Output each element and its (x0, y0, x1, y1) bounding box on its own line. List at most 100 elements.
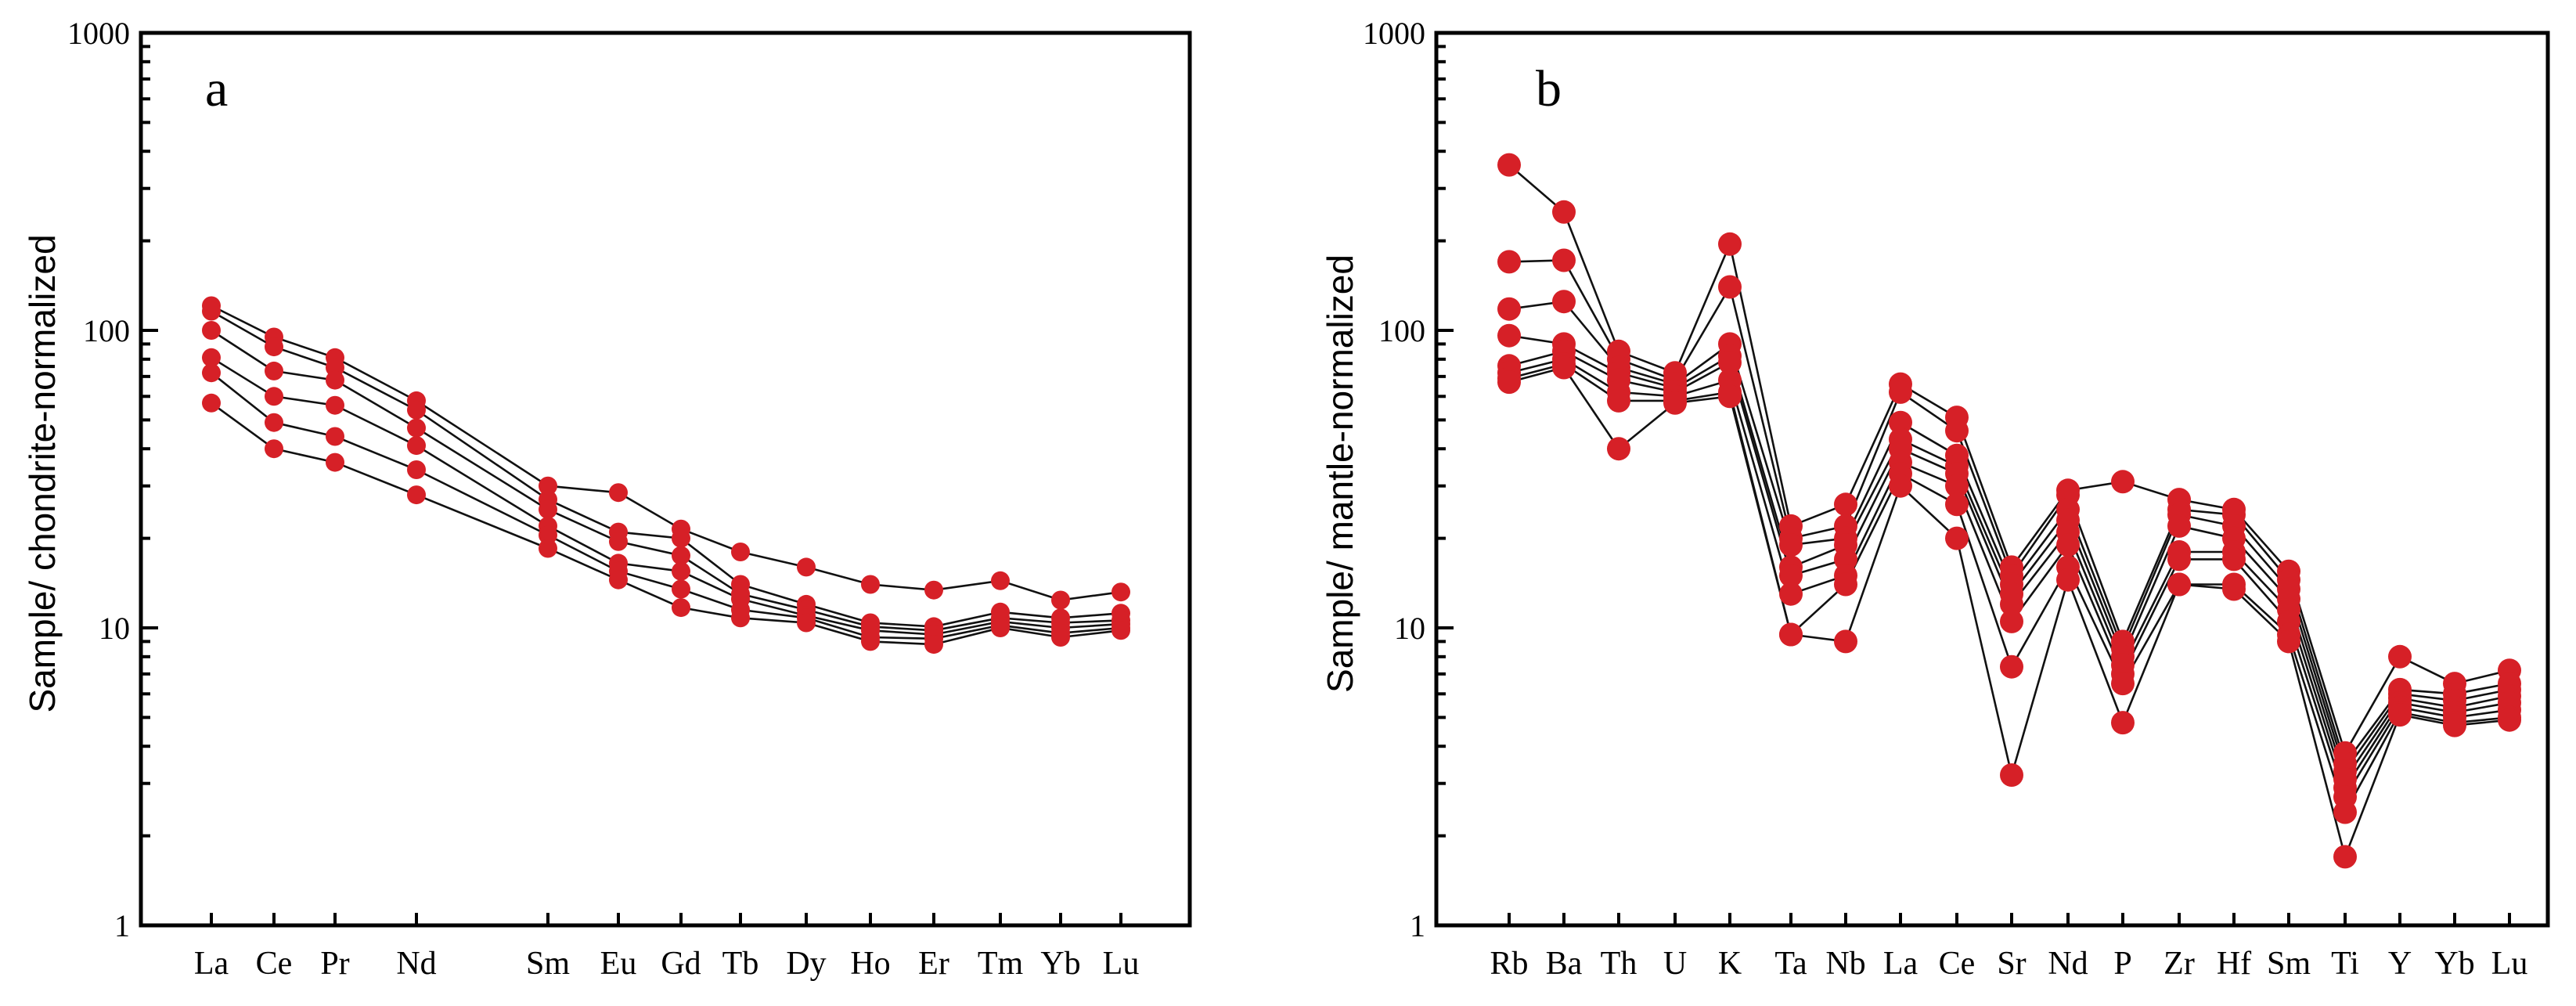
data-point (407, 460, 426, 479)
data-point (2222, 547, 2246, 572)
data-point (407, 400, 426, 420)
data-point (1552, 248, 1576, 272)
data-point (1497, 250, 1521, 274)
data-point (326, 370, 344, 390)
x-category-label: Sm (2267, 946, 2311, 982)
x-category-label: La (1883, 946, 1918, 982)
data-point (1834, 629, 1857, 654)
data-point (407, 418, 426, 438)
x-category-label: Tm (978, 946, 1024, 982)
data-point (797, 557, 816, 577)
data-point (2056, 533, 2080, 557)
data-point (407, 485, 426, 505)
x-category-label: Pr (320, 946, 349, 982)
data-point (326, 395, 344, 415)
data-point (1497, 297, 1521, 321)
y-tick-label: 10 (1394, 611, 1425, 646)
x-category-label: Th (1601, 946, 1637, 982)
data-point (1552, 355, 1576, 380)
x-category-label: Lu (1103, 946, 1140, 982)
data-point (672, 546, 690, 565)
panel-b-ylabel: Sample/ mantle-normalized (1320, 254, 1360, 693)
data-point (1718, 232, 1742, 256)
data-point (672, 598, 690, 618)
x-category-label: Lu (2491, 946, 2528, 982)
data-point (2000, 592, 2023, 616)
x-category-label: Ti (2331, 946, 2359, 982)
y-tick-label: 1 (1410, 908, 1425, 943)
panel-b-data-points (1497, 153, 2521, 869)
x-category-label: Yb (2434, 946, 2474, 982)
panel-a-series-lines (211, 305, 1122, 646)
series-line (211, 310, 1122, 628)
data-point (2167, 572, 2191, 597)
y-tick-label: 1000 (1363, 16, 1425, 51)
data-point (1779, 564, 1803, 588)
data-point (2388, 703, 2412, 727)
x-category-label: Sr (1997, 946, 2026, 982)
data-point (1552, 200, 1576, 224)
data-point (326, 427, 344, 446)
data-point (2498, 708, 2521, 732)
data-point (539, 499, 557, 519)
panel-b-y-ticks: 1 10 100 1000 (1363, 16, 1454, 943)
data-point (2000, 609, 2023, 633)
data-point (202, 363, 221, 383)
data-point (924, 635, 943, 654)
x-category-label: K (1718, 946, 1742, 982)
data-point (1945, 526, 1969, 550)
data-point (1889, 410, 1912, 434)
x-category-label: Er (918, 946, 949, 982)
x-category-label: Nd (396, 946, 436, 982)
x-category-label: Nd (2048, 946, 2088, 982)
x-category-label: P (2113, 946, 2131, 982)
data-point (672, 528, 690, 548)
data-point (1834, 572, 1857, 597)
data-point (539, 476, 557, 496)
data-point (731, 608, 750, 628)
data-point (672, 561, 690, 581)
y-tick-label: 1 (114, 908, 130, 943)
data-point (2167, 547, 2191, 572)
data-point (1051, 590, 1070, 610)
y-tick-label: 1000 (67, 16, 130, 51)
data-point (1497, 370, 1521, 395)
panel-b-series-lines (1508, 164, 2510, 860)
data-point (1607, 437, 1630, 461)
x-category-label: Nb (1825, 946, 1865, 982)
data-point (202, 301, 221, 321)
data-point (861, 575, 880, 594)
data-point (1663, 391, 1687, 415)
data-point (202, 348, 221, 367)
data-point (2167, 514, 2191, 538)
data-point (1051, 628, 1070, 647)
data-point (609, 532, 628, 551)
data-point (1111, 621, 1130, 640)
data-point (609, 483, 628, 503)
data-point (1607, 388, 1630, 413)
data-point (407, 436, 426, 456)
x-category-label: Tb (722, 946, 759, 982)
data-point (672, 579, 690, 599)
data-point (265, 337, 283, 357)
x-category-label: U (1663, 946, 1687, 982)
data-point (265, 413, 283, 432)
panel-a-data-points (202, 296, 1130, 654)
x-category-label: Ce (1939, 946, 1976, 982)
data-point (1552, 290, 1576, 314)
series-line (211, 356, 1122, 636)
data-point (2333, 800, 2357, 824)
data-point (1718, 275, 1742, 299)
data-point (1779, 533, 1803, 557)
data-point (2000, 763, 2023, 787)
y-tick-label: 100 (1378, 313, 1425, 348)
data-point (2111, 672, 2135, 696)
y-tick-label: 10 (99, 611, 130, 646)
data-point (2388, 644, 2412, 669)
data-point (609, 570, 628, 590)
series-line (211, 305, 1122, 601)
data-point (1945, 419, 1969, 443)
data-point (1497, 323, 1521, 348)
panel-a-ylabel: Sample/ chondrite-normalized (22, 234, 63, 712)
